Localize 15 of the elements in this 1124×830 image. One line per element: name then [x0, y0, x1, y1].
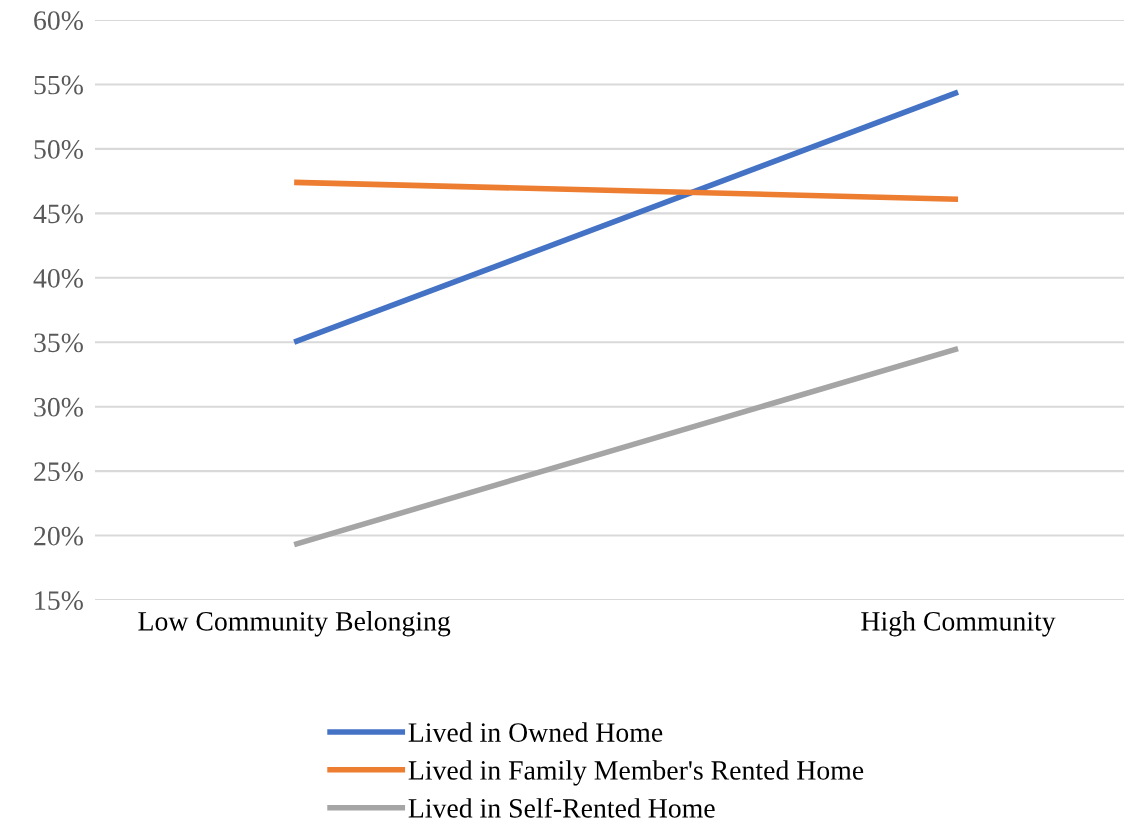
y-tick-label: 20% [34, 526, 83, 546]
y-tick-label: 15% [35, 591, 83, 610]
y-tick-label: 55% [34, 75, 83, 95]
legend-label: Lived in Owned Home [408, 722, 663, 742]
y-tick-label: 45% [33, 204, 83, 224]
legend-label: Lived in Family Member's Rented Home [408, 760, 864, 786]
y-tick-label: 50% [34, 140, 83, 159]
y-tick-label: 60% [34, 11, 83, 30]
y-tick-label: 25% [34, 462, 83, 482]
y-tick-label: 35% [34, 333, 83, 353]
legend-label: Lived in Self-Rented Home [408, 797, 715, 818]
y-tick-label: 40% [33, 268, 83, 288]
x-tick-label: Low Community Belonging [138, 611, 451, 637]
x-tick-label: High Community [861, 611, 1056, 637]
y-tick-label: 30% [34, 397, 83, 417]
